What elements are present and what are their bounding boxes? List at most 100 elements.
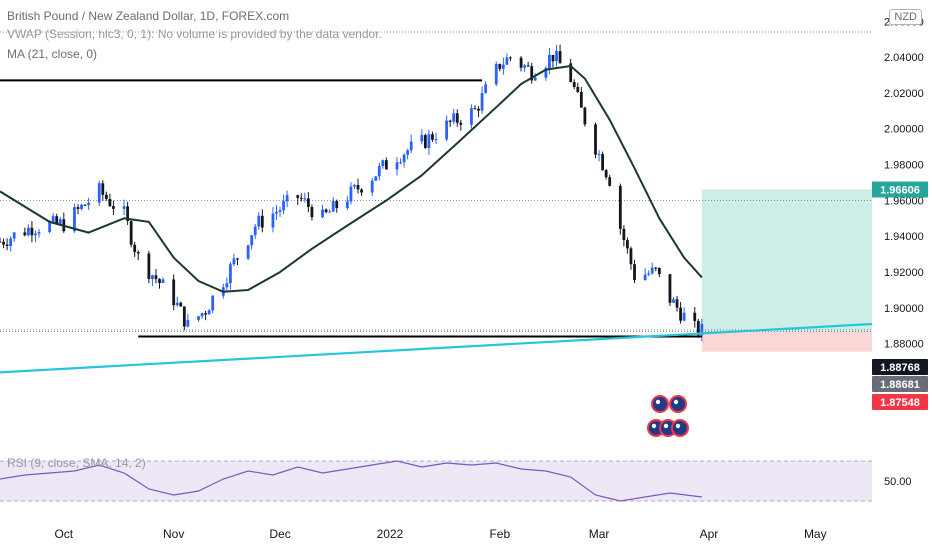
- candle-53: [257, 212, 261, 230]
- candle-body: [470, 108, 473, 125]
- candle-body: [672, 299, 675, 303]
- candle-body: [384, 160, 388, 170]
- candle-112: [551, 54, 555, 68]
- candle-body: [452, 113, 456, 122]
- candle-52: [253, 223, 257, 240]
- candle-138: [679, 302, 682, 324]
- candle-body: [594, 124, 597, 155]
- time-tick-label: Apr: [700, 527, 719, 541]
- candle-80: [395, 157, 399, 176]
- candle-body: [668, 274, 672, 303]
- candle-body: [608, 177, 612, 186]
- candle-78: [381, 159, 385, 169]
- candle-body: [700, 323, 704, 336]
- candle-65: [321, 204, 324, 219]
- candle-103: [505, 53, 509, 65]
- trendline[interactable]: [0, 322, 873, 374]
- candle-body: [73, 207, 76, 232]
- time-tick-label: May: [804, 527, 827, 541]
- flag-star: [651, 423, 657, 429]
- candle-87: [427, 129, 431, 155]
- candle-84: [409, 134, 413, 154]
- candle-116: [572, 79, 576, 90]
- candle-98: [480, 86, 484, 114]
- candle-20: [97, 180, 101, 206]
- candle-61: [299, 193, 303, 202]
- time-tick-label: Dec: [269, 527, 290, 541]
- candle-body: [501, 64, 505, 69]
- candle-0: [0, 237, 2, 243]
- candle-body: [696, 321, 700, 336]
- event-flags[interactable]: [647, 395, 689, 437]
- candle-92: [452, 108, 456, 125]
- candle-97: [477, 106, 480, 118]
- candle-body: [395, 162, 399, 170]
- candle-55: [271, 207, 275, 233]
- candle-body: [650, 267, 654, 274]
- candle-26: [126, 201, 130, 226]
- time-tick-label: 2022: [377, 527, 404, 541]
- candle-body: [207, 310, 211, 315]
- flag-face: [653, 397, 667, 411]
- candle-body: [186, 319, 190, 327]
- chart-title: British Pound / New Zealand Dollar, 1D, …: [7, 9, 290, 23]
- candle-142: [700, 318, 704, 342]
- candle-body: [360, 189, 363, 193]
- price-badge-label: 1.88768: [880, 362, 920, 374]
- candle-body: [345, 201, 349, 209]
- candle-body: [232, 258, 236, 265]
- candle-127: [626, 237, 629, 254]
- candle-body: [420, 135, 424, 142]
- event-flag-icon[interactable]: [671, 419, 689, 437]
- candle-40: [197, 315, 200, 322]
- candle-body: [51, 216, 55, 223]
- candle-body: [693, 312, 697, 322]
- candle-47: [229, 261, 232, 290]
- candle-body: [211, 295, 215, 311]
- candle-90: [445, 115, 449, 142]
- candle-body: [604, 170, 608, 178]
- candle-body: [374, 176, 378, 181]
- candle-body: [533, 77, 537, 81]
- candle-83: [406, 148, 410, 160]
- candle-body: [55, 216, 59, 224]
- candle-body: [76, 207, 80, 209]
- candle-14: [62, 212, 66, 233]
- candlesticks: [0, 44, 704, 342]
- price-tick-label: 1.98000: [884, 160, 924, 172]
- candle-body: [381, 160, 385, 166]
- candle-body: [583, 107, 587, 125]
- candle-38: [182, 306, 186, 331]
- candle-48: [232, 253, 236, 267]
- candle-64: [310, 204, 314, 221]
- candle-37: [179, 301, 183, 307]
- candle-67: [328, 209, 332, 213]
- event-flag-icon[interactable]: [669, 395, 687, 413]
- candle-6: [26, 224, 30, 237]
- candle-body: [83, 204, 87, 206]
- candle-43: [207, 309, 211, 315]
- candle-body: [5, 244, 9, 246]
- candle-69: [335, 199, 339, 213]
- candle-32: [154, 269, 158, 284]
- candle-71: [349, 182, 353, 205]
- candle-body: [455, 113, 459, 123]
- candle-17: [80, 203, 83, 211]
- candle-body: [579, 92, 583, 108]
- candle-body: [26, 227, 30, 236]
- candle-body: [112, 206, 115, 209]
- candle-100: [494, 61, 498, 87]
- time-tick-label: Mar: [589, 527, 610, 541]
- rsi-line: [0, 460, 702, 502]
- time-tick-label: Oct: [54, 527, 73, 541]
- candle-94: [459, 119, 463, 131]
- currency-button[interactable]: NZD: [889, 9, 922, 25]
- candle-body: [480, 92, 484, 111]
- candle-body: [197, 316, 200, 320]
- time-tick-label: Nov: [163, 527, 184, 541]
- event-flag-icon[interactable]: [651, 395, 669, 413]
- candle-body: [158, 279, 161, 284]
- candle-139: [682, 307, 686, 322]
- candle-62: [303, 192, 307, 203]
